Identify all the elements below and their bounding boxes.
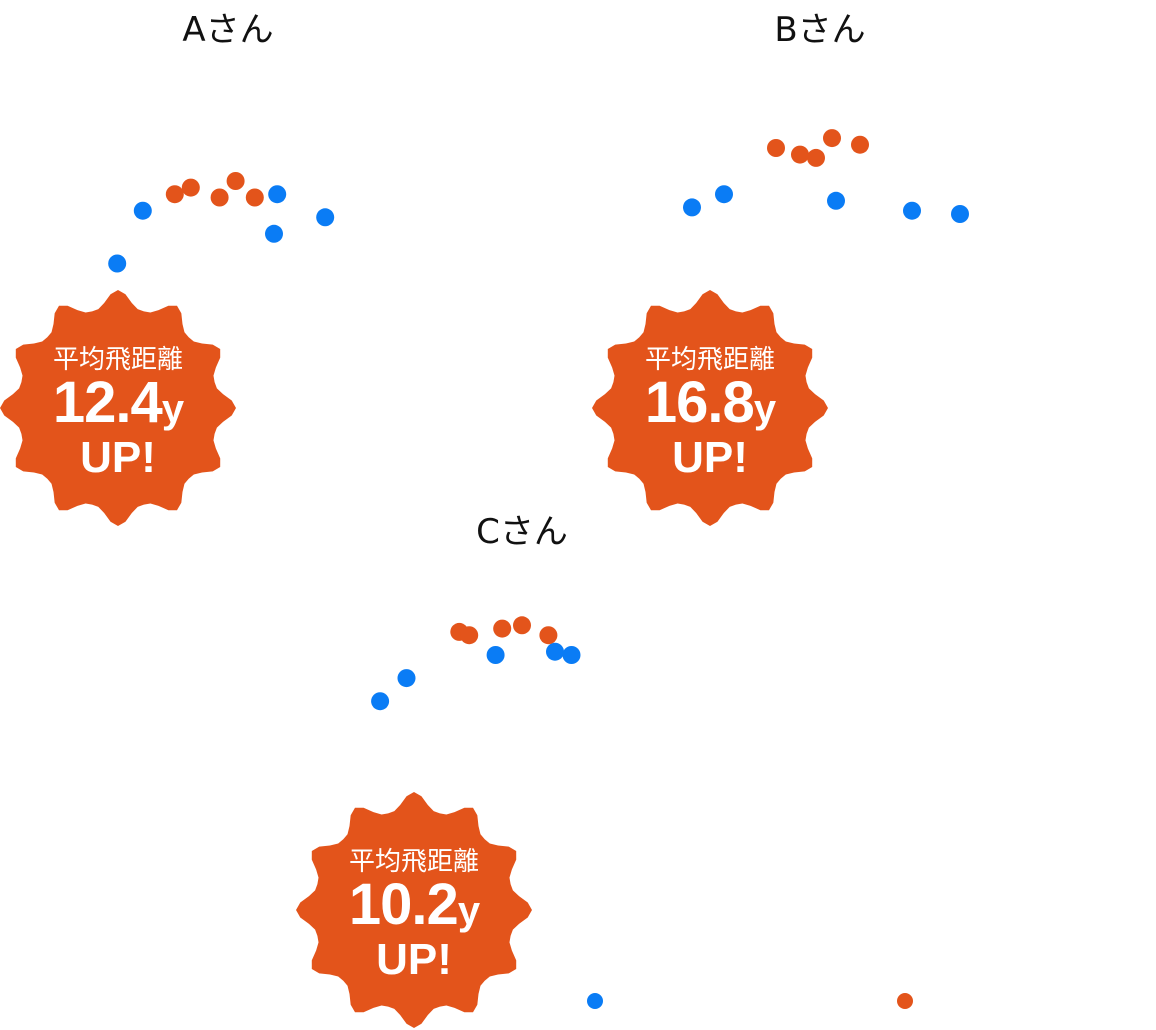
point-panel1-series1-0 (767, 139, 785, 157)
legend-after-swatch (897, 993, 913, 1009)
point-panel1-series0-1 (715, 185, 733, 204)
badge-c: 平均飛距離 10.2y UP! (294, 790, 534, 1030)
point-panel0-series1-0 (165, 185, 184, 204)
badge-value: 10.2y (348, 872, 480, 937)
point-panel1-series0-3 (903, 201, 921, 220)
burst-shape (592, 290, 828, 526)
badge-value: 12.4y (52, 370, 184, 435)
point-panel0-series0-3 (265, 224, 283, 243)
point-panel0-series0-0 (108, 254, 127, 273)
point-panel2-series1-2 (493, 619, 512, 638)
point-panel0-series1-4 (245, 188, 264, 207)
badge-label: 平均飛距離 (644, 344, 775, 374)
point-panel0-series1-2 (210, 188, 229, 207)
point-panel2-series0-1 (397, 669, 416, 688)
badge-a: 平均飛距離 12.4y UP! (0, 288, 238, 528)
point-panel2-series0-0 (371, 692, 390, 711)
badge-label: 平均飛距離 (348, 846, 479, 876)
legend-before-swatch (587, 993, 603, 1009)
point-panel2-series0-4 (562, 646, 581, 664)
point-panel0-series1-1 (181, 178, 200, 197)
burst-path (0, 290, 236, 526)
point-panel0-series1-3 (226, 172, 245, 190)
badge-b: 平均飛距離 16.8y UP! (590, 288, 830, 528)
point-panel2-series1-1 (460, 626, 479, 645)
point-panel2-series1-4 (539, 626, 558, 645)
panel-c-title: Cさん (476, 512, 568, 552)
badge-suffix: UP! (80, 433, 156, 482)
point-panel1-series1-3 (823, 129, 841, 148)
badge-suffix: UP! (672, 433, 748, 482)
burst-shape (296, 792, 532, 1028)
point-panel2-series1-3 (513, 616, 531, 635)
badge-value: 16.8y (644, 370, 776, 435)
panel-a-title: Aさん (182, 10, 274, 50)
point-panel2-series0-2 (486, 646, 505, 664)
point-panel0-series0-1 (133, 201, 152, 220)
badge-label: 平均飛距離 (52, 344, 183, 374)
burst-path (592, 290, 828, 526)
point-panel1-series0-0 (683, 198, 701, 217)
point-panel2-series0-3 (546, 642, 564, 661)
point-panel0-series0-4 (316, 208, 335, 227)
legend-after (897, 990, 919, 1012)
burst-shape (0, 290, 236, 526)
point-panel1-series0-4 (951, 205, 969, 223)
panel-b-title: Bさん (774, 10, 866, 50)
burst-path (296, 792, 532, 1028)
point-panel1-series1-1 (791, 145, 809, 164)
badge-suffix: UP! (376, 935, 452, 984)
point-panel1-series0-2 (827, 191, 845, 210)
point-panel1-series1-2 (807, 148, 825, 167)
legend-before (587, 990, 609, 1012)
point-panel0-series0-2 (268, 185, 287, 204)
point-panel1-series1-4 (851, 135, 869, 154)
